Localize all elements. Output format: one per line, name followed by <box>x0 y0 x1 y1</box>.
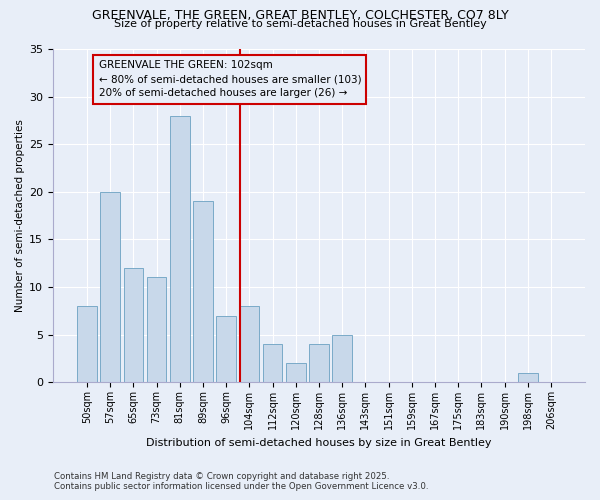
Bar <box>332 334 352 382</box>
Bar <box>309 344 329 382</box>
Bar <box>518 372 538 382</box>
Bar <box>217 316 236 382</box>
X-axis label: Distribution of semi-detached houses by size in Great Bentley: Distribution of semi-detached houses by … <box>146 438 492 448</box>
Y-axis label: Number of semi-detached properties: Number of semi-detached properties <box>15 119 25 312</box>
Bar <box>77 306 97 382</box>
Text: Contains HM Land Registry data © Crown copyright and database right 2025.
Contai: Contains HM Land Registry data © Crown c… <box>54 472 428 491</box>
Bar <box>239 306 259 382</box>
Bar <box>170 116 190 382</box>
Bar <box>286 363 305 382</box>
Text: GREENVALE, THE GREEN, GREAT BENTLEY, COLCHESTER, CO7 8LY: GREENVALE, THE GREEN, GREAT BENTLEY, COL… <box>92 9 508 22</box>
Bar <box>147 278 166 382</box>
Bar <box>124 268 143 382</box>
Bar <box>193 202 213 382</box>
Bar <box>100 192 120 382</box>
Bar <box>263 344 283 382</box>
Text: GREENVALE THE GREEN: 102sqm
← 80% of semi-detached houses are smaller (103)
20% : GREENVALE THE GREEN: 102sqm ← 80% of sem… <box>98 60 361 98</box>
Text: Size of property relative to semi-detached houses in Great Bentley: Size of property relative to semi-detach… <box>113 19 487 29</box>
